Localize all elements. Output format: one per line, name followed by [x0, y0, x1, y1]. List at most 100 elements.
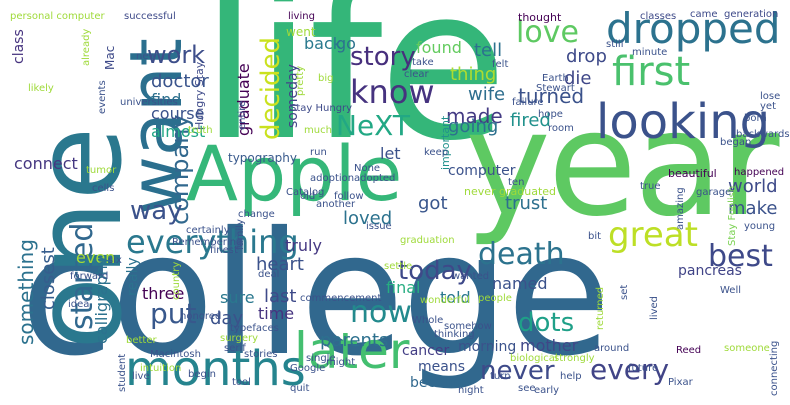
cloud-word: young [744, 221, 776, 232]
cloud-word: calligraphy [92, 255, 111, 344]
cloud-word: fired [510, 110, 551, 131]
cloud-word: early [534, 385, 560, 396]
cloud-word: Whole [412, 315, 444, 326]
cloud-word: surgery [220, 333, 259, 344]
cloud-word: thought [518, 11, 562, 24]
cloud-word: every [590, 353, 670, 386]
cloud-word: still [606, 39, 624, 50]
cloud-word: room [548, 123, 574, 134]
cloud-word: almost [151, 122, 206, 141]
cloud-word: day [210, 308, 244, 329]
cloud-word: future [628, 363, 659, 374]
cloud-word: help [560, 371, 582, 382]
cloud-word: begin [188, 369, 216, 380]
cloud-word: year [465, 80, 779, 249]
cloud-word: important [439, 115, 452, 170]
cloud-word: got [418, 193, 448, 214]
cloud-word: sure [220, 288, 255, 307]
cloud-word: typography [228, 151, 297, 165]
cloud-word: lived [649, 296, 660, 320]
cloud-word: truth [188, 125, 213, 136]
cloud-word: deal [258, 269, 280, 280]
cloud-word: Google [290, 363, 326, 374]
cloud-word: Stay Hungry [290, 103, 353, 114]
cloud-word: dropped [606, 4, 781, 53]
cloud-word: happened [734, 167, 785, 178]
cloud-word: someone [724, 343, 770, 354]
cloud-word: Remembering [172, 237, 243, 248]
cloud-word: set [619, 284, 630, 300]
cloud-word: amazing [675, 187, 686, 230]
cloud-word: garage [696, 187, 732, 198]
cloud-word: wife [468, 84, 506, 105]
cloud-word: failure [512, 97, 544, 108]
cloud-word: months [125, 341, 306, 397]
cloud-word: world [728, 176, 778, 197]
cloud-word: living [288, 11, 315, 22]
cloud-word: serif [224, 343, 246, 354]
cloud-word: pancreas [678, 263, 742, 279]
cloud-word: final [386, 278, 421, 297]
cloud-word: decided [256, 36, 286, 140]
cloud-word: might [326, 357, 356, 368]
cloud-word: let [380, 144, 401, 163]
cloud-word: minute [632, 47, 668, 58]
cloud-word: Apple [186, 129, 403, 218]
cloud-word: issue [366, 221, 392, 232]
cloud-word: never graduated [464, 185, 557, 198]
cloud-word: change [238, 209, 275, 220]
cloud-word: likely [28, 83, 54, 94]
cloud-word: death [478, 237, 565, 272]
cloud-word: commencement [300, 293, 382, 304]
cloud-word: Pixar [668, 377, 693, 388]
cloud-word: now [350, 295, 412, 330]
cloud-word: backwards [736, 129, 790, 140]
cloud-word: connecting [769, 340, 780, 396]
cloud-word: went [286, 25, 316, 39]
cloud-word: going [448, 116, 499, 137]
cloud-word: classes [640, 11, 677, 22]
cloud-word: later [294, 322, 410, 380]
cloud-word: clear [404, 69, 429, 80]
cloud-word: best [708, 239, 773, 274]
cloud-word: came [690, 9, 718, 20]
cloud-word: adoption [310, 173, 355, 184]
cloud-word: thing [450, 64, 497, 85]
cloud-word: stories [244, 349, 278, 360]
cloud-word: true [640, 181, 661, 192]
cloud-word: biological [510, 353, 558, 364]
cloud-word: lose [760, 91, 781, 102]
cloud-word: idea [68, 299, 90, 310]
cloud-word: hope [538, 109, 563, 120]
cloud-word: drop [566, 46, 607, 67]
cloud-word: truly [285, 236, 322, 255]
cloud-word: live [132, 371, 150, 382]
cloud-word: tumor [86, 165, 117, 176]
cloud-word: somehow [444, 321, 492, 332]
cloud-word: forward [70, 271, 109, 282]
cloud-word: time [258, 304, 295, 323]
cloud-word: made [446, 104, 503, 128]
cloud-word: see [518, 383, 536, 394]
cloud-word: looking [596, 94, 771, 150]
cloud-word: adopted [354, 173, 396, 184]
cloud-word: new [136, 51, 157, 62]
cloud-word: first [612, 49, 691, 95]
cloud-word: way [130, 196, 183, 226]
cloud-word: go [336, 34, 356, 53]
cloud-word: run [310, 147, 327, 158]
cloud-word: told [440, 288, 471, 307]
cloud-word: work [147, 41, 206, 69]
cloud-word: returned [595, 286, 606, 330]
cloud-word: never [480, 356, 555, 386]
cloud-word: three [142, 284, 185, 303]
cloud-word: born [744, 113, 767, 124]
cloud-word: computer [448, 163, 516, 179]
cloud-word: wonderful [420, 295, 470, 306]
cloud-word: follow [334, 191, 364, 202]
cloud-word: dots [518, 308, 575, 338]
cloud-word: honored [180, 311, 222, 322]
cloud-word: great [608, 215, 698, 255]
cloud-word: closest [38, 247, 59, 310]
